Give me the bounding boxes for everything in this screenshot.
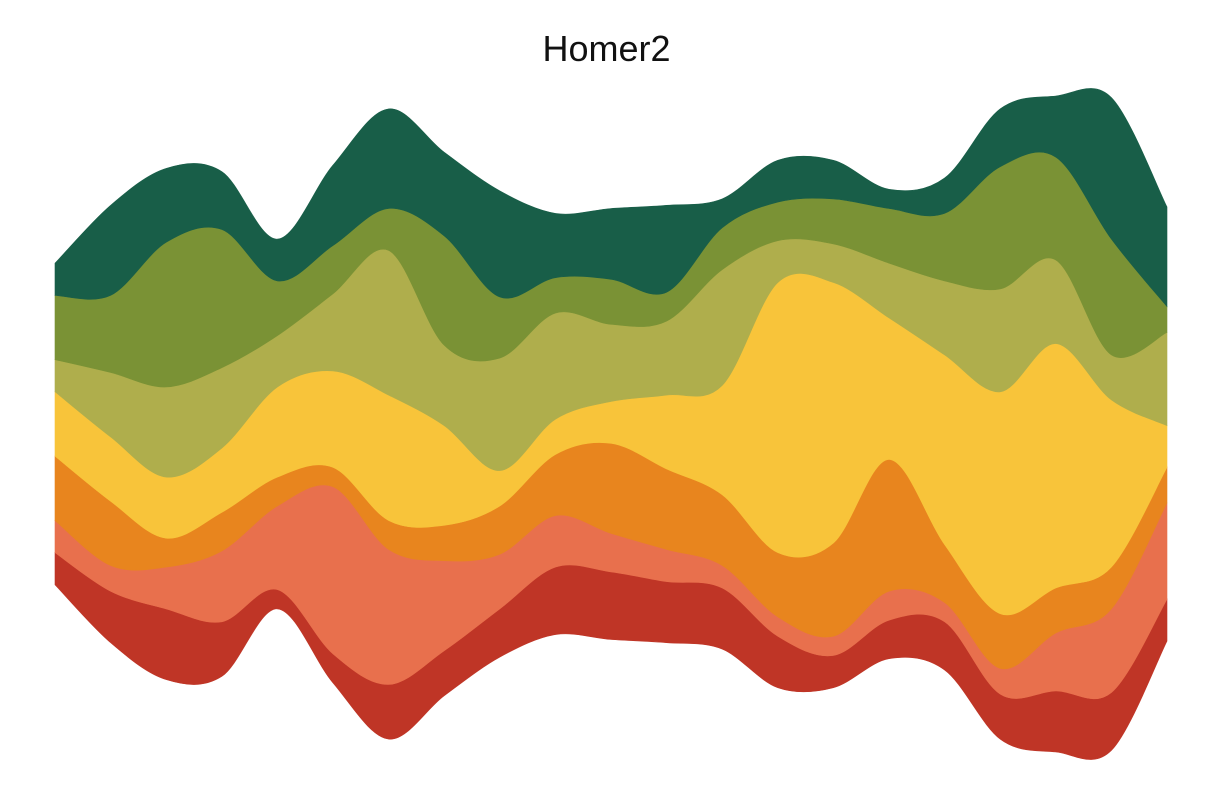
chart-title: Homer2 xyxy=(542,28,671,69)
stream-layer-7 xyxy=(54,88,1168,308)
stream-layers xyxy=(54,88,1168,760)
